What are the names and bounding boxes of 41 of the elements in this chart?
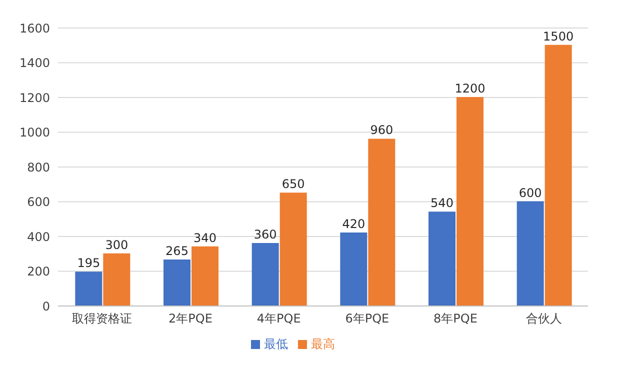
data-label: 1200 — [454, 82, 486, 96]
bar — [456, 97, 484, 306]
data-label: 265 — [166, 244, 188, 258]
x-tick-label: 4年PQE — [256, 312, 301, 326]
data-label: 1500 — [543, 29, 574, 44]
data-label: 360 — [254, 227, 277, 242]
data-label: 960 — [370, 123, 394, 138]
bar — [280, 192, 307, 306]
data-label: 195 — [77, 256, 100, 270]
y-tick-label: 200 — [27, 264, 50, 279]
y-tick-label: 1000 — [19, 126, 50, 140]
bar — [428, 212, 456, 306]
bar — [340, 232, 368, 306]
y-tick-label: 1400 — [19, 56, 50, 70]
data-label: 600 — [518, 186, 542, 200]
data-label: 420 — [342, 217, 366, 232]
bar — [252, 242, 279, 306]
x-tick-label: 取得资格证 — [72, 312, 132, 326]
bar — [544, 44, 572, 306]
x-tick-label: 2年PQE — [168, 312, 212, 326]
data-label: 340 — [194, 230, 216, 245]
x-tick-label: 6年PQE — [345, 312, 390, 326]
legend-label: 最高 — [311, 337, 335, 351]
y-tick-label: 400 — [27, 230, 50, 244]
bar — [192, 246, 218, 306]
y-tick-label: 600 — [27, 195, 50, 210]
y-tick-label: 0 — [42, 299, 50, 314]
bar — [368, 138, 396, 306]
legend-label: 最低 — [264, 337, 288, 351]
data-label: 540 — [430, 196, 454, 210]
y-tick-label: 800 — [27, 160, 50, 174]
x-tick-label: 合伙人 — [526, 312, 562, 326]
data-label: 300 — [105, 238, 128, 252]
bar — [103, 253, 130, 306]
bar — [164, 259, 190, 306]
data-label: 650 — [282, 177, 305, 192]
y-tick-label: 1200 — [19, 90, 50, 105]
bar — [75, 272, 102, 306]
bar — [516, 201, 544, 306]
x-tick-label: 8年PQE — [434, 312, 478, 326]
y-tick-label: 1600 — [19, 21, 50, 36]
